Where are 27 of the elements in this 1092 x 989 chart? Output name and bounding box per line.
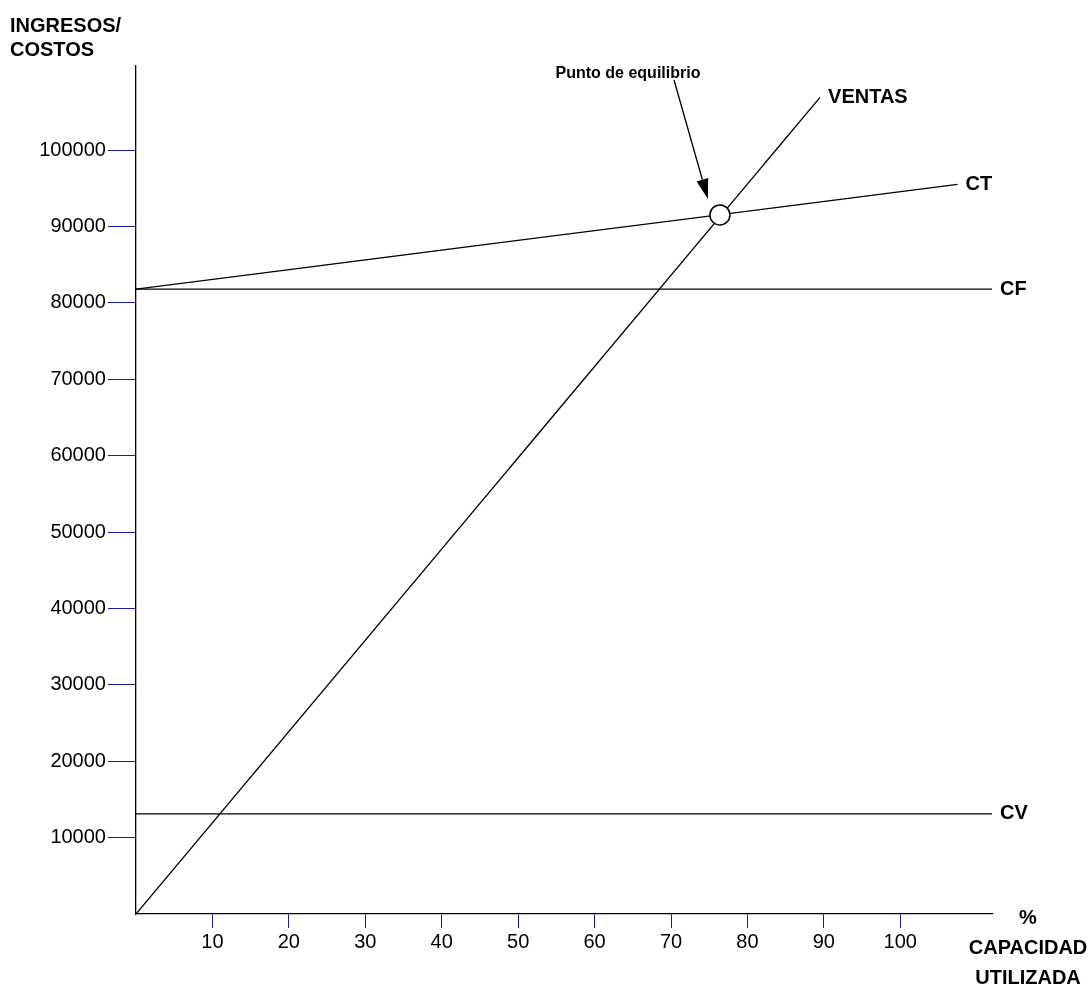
y-tick-label: 50000 <box>50 519 106 542</box>
series-label: CF <box>1000 276 1027 299</box>
y-tick-label: 20000 <box>50 748 106 771</box>
y-tick-label: 100000 <box>39 137 106 160</box>
series-label: CV <box>1000 801 1029 824</box>
series-label: CT <box>965 171 993 194</box>
x-tick-label: 50 <box>507 929 530 952</box>
annotation: Punto de equilibrio <box>555 64 701 82</box>
x-tick-label: 10 <box>201 929 224 952</box>
y-tick-label: 70000 <box>50 366 106 389</box>
x-axis-title: % CAPACIDAD UTILIZADA <box>968 905 1088 988</box>
y-tick-label: 40000 <box>50 595 106 618</box>
x-tick-label: 90 <box>812 929 835 952</box>
x-tick-label: 40 <box>430 929 453 952</box>
x-tick-label: 60 <box>583 929 606 952</box>
x-tick-label: 80 <box>736 929 759 952</box>
x-tick-label: 70 <box>659 929 683 952</box>
y-tick-label: 10000 <box>50 825 106 848</box>
series-label: VENTAS <box>828 84 908 107</box>
y-axis-title: INGRESOS/ COSTOS <box>10 13 122 60</box>
x-tick-label: 100 <box>883 929 917 952</box>
y-tick-label: 90000 <box>50 213 106 236</box>
x-tick-label: 30 <box>354 929 377 952</box>
y-tick-label: 60000 <box>50 443 106 466</box>
y-tick-label: 30000 <box>50 672 106 695</box>
y-tick-label: 80000 <box>50 290 106 313</box>
x-tick-label: 20 <box>277 929 300 952</box>
